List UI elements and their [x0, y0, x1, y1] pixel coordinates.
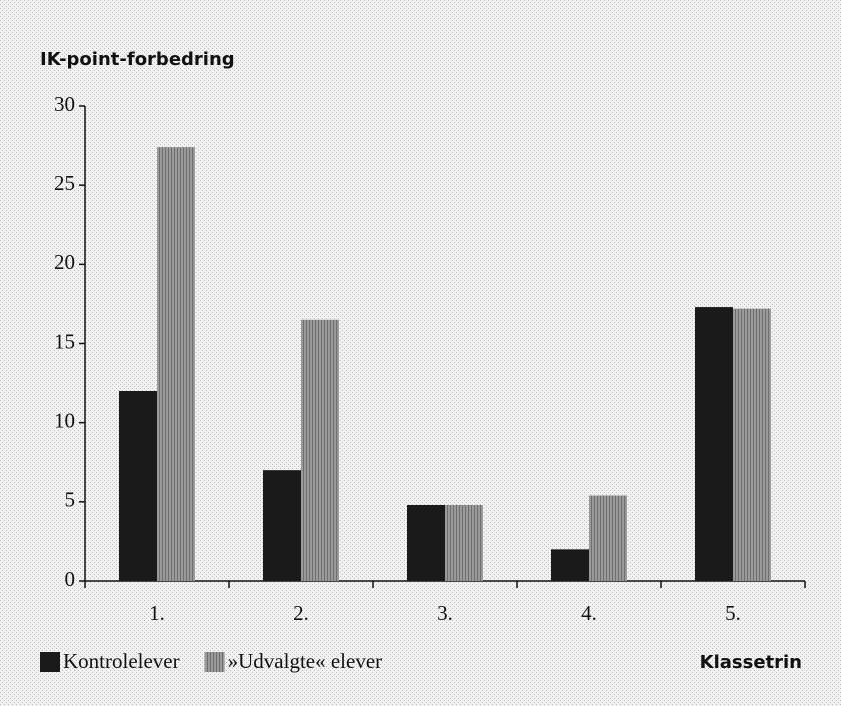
bar — [119, 391, 157, 581]
y-tick-label: 5 — [65, 488, 76, 512]
x-axis-label: Klassetrin — [700, 652, 802, 673]
bar — [551, 549, 589, 581]
bar — [157, 147, 195, 581]
y-tick-label: 25 — [54, 171, 75, 195]
bar — [733, 308, 771, 581]
legend-swatch — [40, 652, 60, 672]
y-tick-label: 10 — [54, 408, 75, 432]
legend-label: Kontrolelever — [63, 649, 180, 673]
legend-label: »Udvalgte« elever — [228, 649, 383, 673]
x-tick-label: 5. — [725, 601, 741, 625]
bar — [301, 319, 339, 581]
bar — [695, 307, 733, 581]
y-tick-label: 20 — [54, 250, 75, 274]
bar — [263, 470, 301, 581]
y-tick-label: 15 — [54, 329, 75, 353]
bar — [589, 495, 627, 581]
bar — [407, 505, 445, 581]
y-axis-label: IK-point-forbedring — [40, 49, 235, 70]
x-tick-label: 4. — [581, 601, 597, 625]
bar — [445, 505, 483, 581]
x-tick-label: 1. — [149, 601, 165, 625]
x-tick-label: 2. — [293, 601, 309, 625]
legend-swatch — [204, 652, 225, 672]
x-tick-label: 3. — [437, 601, 453, 625]
y-tick-label: 30 — [54, 92, 75, 116]
y-tick-label: 0 — [65, 567, 76, 591]
